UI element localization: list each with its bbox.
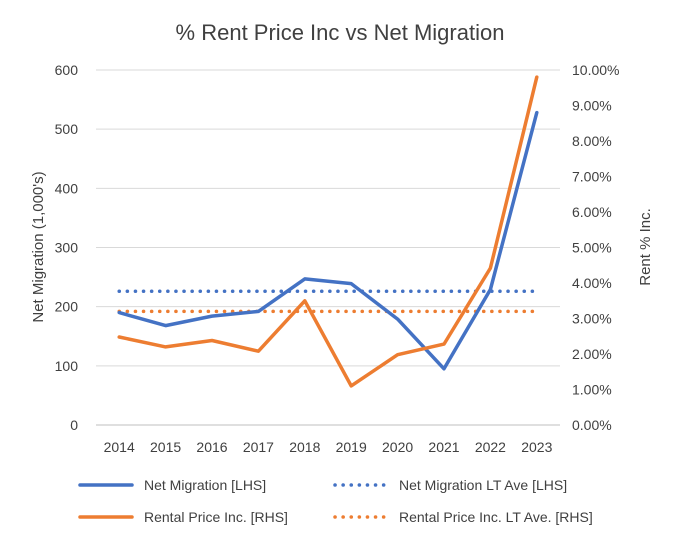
left-axis-ticks: 0 100 200 300 400 500 600 (55, 62, 79, 433)
x-tick-label: 2018 (289, 439, 320, 455)
right-tick-label: 4.00% (572, 275, 612, 291)
x-tick-label: 2020 (382, 439, 413, 455)
legend-label: Net Migration [LHS] (144, 477, 266, 493)
legend-label: Rental Price Inc. LT Ave. [RHS] (399, 509, 593, 525)
right-tick-label: 0.00% (572, 417, 612, 433)
left-tick-label: 400 (55, 180, 79, 196)
x-tick-label: 2019 (336, 439, 367, 455)
left-tick-label: 600 (55, 62, 79, 78)
right-tick-label: 2.00% (572, 346, 612, 362)
x-tick-label: 2014 (104, 439, 135, 455)
gridlines (96, 69, 560, 426)
left-tick-label: 500 (55, 121, 79, 137)
left-tick-label: 100 (55, 358, 79, 374)
x-tick-label: 2023 (521, 439, 552, 455)
x-tick-label: 2015 (150, 439, 181, 455)
chart-title: % Rent Price Inc vs Net Migration (176, 20, 505, 45)
right-tick-label: 5.00% (572, 240, 612, 256)
legend: Net Migration [LHS] Net Migration LT Ave … (78, 477, 593, 525)
x-tick-label: 2021 (428, 439, 459, 455)
right-axis-title: Rent % Inc. (637, 208, 654, 286)
x-tick-label: 2016 (196, 439, 227, 455)
legend-label: Net Migration LT Ave [LHS] (399, 477, 567, 493)
series-line-net-migration-lhs (117, 110, 539, 371)
x-axis-ticks: 2014 2015 2016 2017 2018 2019 2020 2021 2022 2023 (104, 439, 553, 455)
right-tick-label: 1.00% (572, 382, 612, 398)
series-layer (117, 75, 539, 388)
x-tick-label: 2017 (243, 439, 274, 455)
left-tick-label: 0 (70, 417, 78, 433)
right-tick-label: 6.00% (572, 204, 612, 220)
left-tick-label: 300 (55, 240, 79, 256)
left-axis-title: Net Migration (1,000's) (30, 171, 47, 322)
right-tick-label: 7.00% (572, 169, 612, 185)
right-axis-ticks: 0.00% 1.00% 2.00% 3.00% 4.00% 5.00% 6.00% 7.00%… (572, 62, 619, 433)
left-tick-label: 200 (55, 299, 79, 315)
series-line-rental-price-inc-rhs (117, 75, 539, 388)
right-tick-label: 3.00% (572, 311, 612, 327)
right-tick-label: 9.00% (572, 98, 612, 114)
x-tick-label: 2022 (475, 439, 506, 455)
legend-label: Rental Price Inc. [RHS] (144, 509, 288, 525)
right-tick-label: 8.00% (572, 133, 612, 149)
right-tick-label: 10.00% (572, 62, 619, 78)
